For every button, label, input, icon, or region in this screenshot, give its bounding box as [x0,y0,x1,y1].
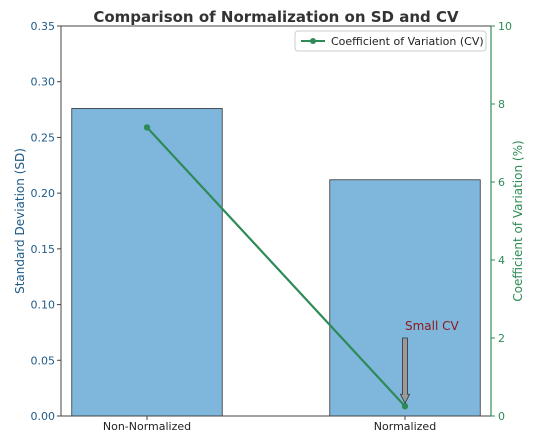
left-axis-label: Standard Deviation (SD) [13,148,27,294]
left-tick-label: 0.35 [31,20,56,33]
bars-layer [71,108,481,417]
right-tick-label: 0 [498,410,505,423]
legend-box [294,30,487,52]
left-tick-label: 0.30 [31,76,56,89]
x-tick-label: Normalized [374,420,436,433]
left-tick-label: 0.10 [31,299,56,312]
right-tick-label: 2 [498,332,505,345]
left-tick-label: 0.15 [31,243,56,256]
right-axis-label: Coefficient of Variation (%) [511,140,525,301]
right-tick-label: 8 [498,98,505,111]
annotation-arrow [399,337,411,405]
cv-point-normalized [401,403,409,410]
chart-title: Comparison of Normalization on SD and CV [93,8,459,26]
annotation-small-cv: Small CV [399,319,460,405]
left-axis-ticks: 0.00 0.05 0.10 0.15 0.20 0.25 0.30 0.35 [31,20,61,423]
cv-line-layer [143,124,409,410]
legend-entry-cv: Coefficient of Variation (CV) [331,35,484,48]
x-tick-label: Non-Normalized [103,420,191,433]
cv-point-non-normalized [143,124,151,131]
sd-bar-non-normalized [71,108,223,417]
annotation-text: Small CV [405,319,460,333]
left-tick-label: 0.00 [31,410,56,423]
right-tick-label: 6 [498,176,505,189]
right-axis-ticks: 0 2 4 6 8 10 [490,20,512,423]
x-axis-ticks: Non-Normalized Normalized [103,416,436,433]
legend-dot-marker [310,38,316,44]
legend: Coefficient of Variation (CV) [294,30,487,52]
right-tick-label: 10 [498,20,512,33]
cv-line [146,126,406,407]
right-tick-label: 4 [498,254,505,267]
left-tick-label: 0.20 [31,187,56,200]
left-tick-label: 0.05 [31,354,56,367]
left-tick-label: 0.25 [31,131,56,144]
